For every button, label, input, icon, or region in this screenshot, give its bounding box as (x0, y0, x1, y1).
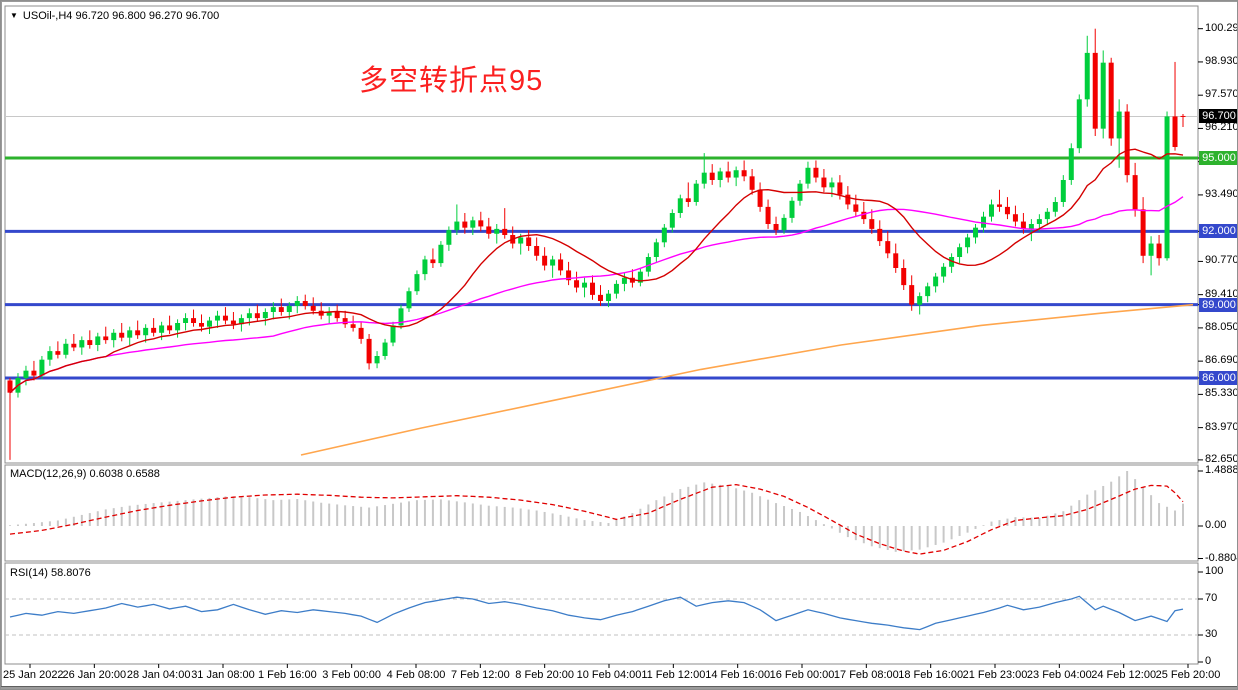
price-axis-label: 83.970 (1205, 420, 1238, 433)
hline-price-tag[interactable]: 92.000 (1199, 224, 1237, 239)
macd-axis-label: 0.00 (1205, 519, 1227, 531)
time-axis-label: 17 Feb 08:00 (833, 669, 899, 681)
time-axis-label: 1 Feb 16:00 (257, 669, 317, 681)
time-axis-label: 18 Feb 16:00 (898, 669, 964, 681)
symbol-ohlc-line: USOil-,H4 96.720 96.800 96.270 96.700 (22, 10, 220, 22)
time-axis-label: 23 Feb 04:00 (1026, 669, 1092, 681)
price-axis-label: 86.690 (1205, 354, 1238, 367)
macd-axis-label: -0.8804 (1205, 551, 1237, 564)
price-axis-label: 82.650 (1205, 452, 1238, 465)
price-axis-label: 97.570 (1205, 88, 1238, 101)
time-axis-label: 25 Feb 20:00 (1155, 669, 1221, 681)
hline-price-tag[interactable]: 86.000 (1199, 371, 1237, 385)
time-axis-label: 10 Feb 04:00 (576, 669, 642, 681)
rsi-axis-label: 70 (1205, 592, 1218, 604)
bid-price-tag: 96.700 (1199, 109, 1237, 124)
price-axis-label: 85.330 (1205, 387, 1238, 400)
time-axis-label: 26 Jan 20:00 (62, 669, 127, 681)
rsi-axis-label: 0 (1205, 655, 1212, 667)
price-axis-label: 100.290 (1205, 21, 1237, 34)
time-axis-label: 11 Feb 12:00 (641, 669, 706, 681)
symbol-header: ▼ USOil-,H4 96.720 96.800 96.270 96.700 (10, 10, 219, 22)
time-axis-label: 25 Jan 2022 (3, 669, 64, 681)
macd-axis-label: 1.4888 (1205, 464, 1238, 476)
hline-price-tag[interactable]: 95.000 (1199, 151, 1237, 165)
price-axis-label: 90.770 (1205, 254, 1238, 267)
time-axis-label: 8 Feb 20:00 (515, 669, 575, 681)
symbol-dropdown-icon[interactable]: ▼ (10, 11, 18, 20)
price-axis-label: 88.050 (1205, 320, 1238, 333)
time-axis-label: 24 Feb 12:00 (1091, 669, 1157, 681)
time-axis-label: 14 Feb 16:00 (705, 669, 771, 681)
time-axis-label: 7 Feb 12:00 (450, 669, 510, 681)
hline-price-tag[interactable]: 89.000 (1199, 297, 1237, 312)
price-axis-label: 89.410 (1205, 287, 1238, 300)
time-axis-label: 21 Feb 23:00 (962, 669, 1028, 681)
rsi-axis-label: 100 (1205, 565, 1224, 577)
bottom-border-bar (1, 686, 1237, 689)
time-axis-label: 31 Jan 08:00 (191, 669, 255, 681)
time-axis-label: 28 Jan 04:00 (126, 669, 191, 681)
price-axis-label: 93.490 (1205, 187, 1238, 200)
time-axis-label: 16 Feb 00:00 (769, 669, 835, 681)
time-axis-label: 4 Feb 08:00 (386, 669, 446, 681)
macd-label: MACD(12,26,9) 0.6038 0.6588 (10, 468, 160, 480)
price-axis-label: 96.210 (1205, 121, 1238, 134)
rsi-axis-label: 30 (1205, 628, 1218, 640)
time-axis-label: 3 Feb 00:00 (322, 669, 382, 681)
rsi-label: RSI(14) 58.8076 (10, 567, 91, 579)
price-axis-label: 98.930 (1205, 54, 1238, 67)
chart-annotation[interactable]: 多空转折点95 (359, 65, 544, 97)
